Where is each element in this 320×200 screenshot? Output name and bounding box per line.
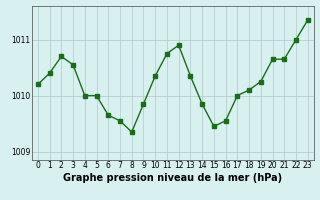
- X-axis label: Graphe pression niveau de la mer (hPa): Graphe pression niveau de la mer (hPa): [63, 173, 282, 183]
